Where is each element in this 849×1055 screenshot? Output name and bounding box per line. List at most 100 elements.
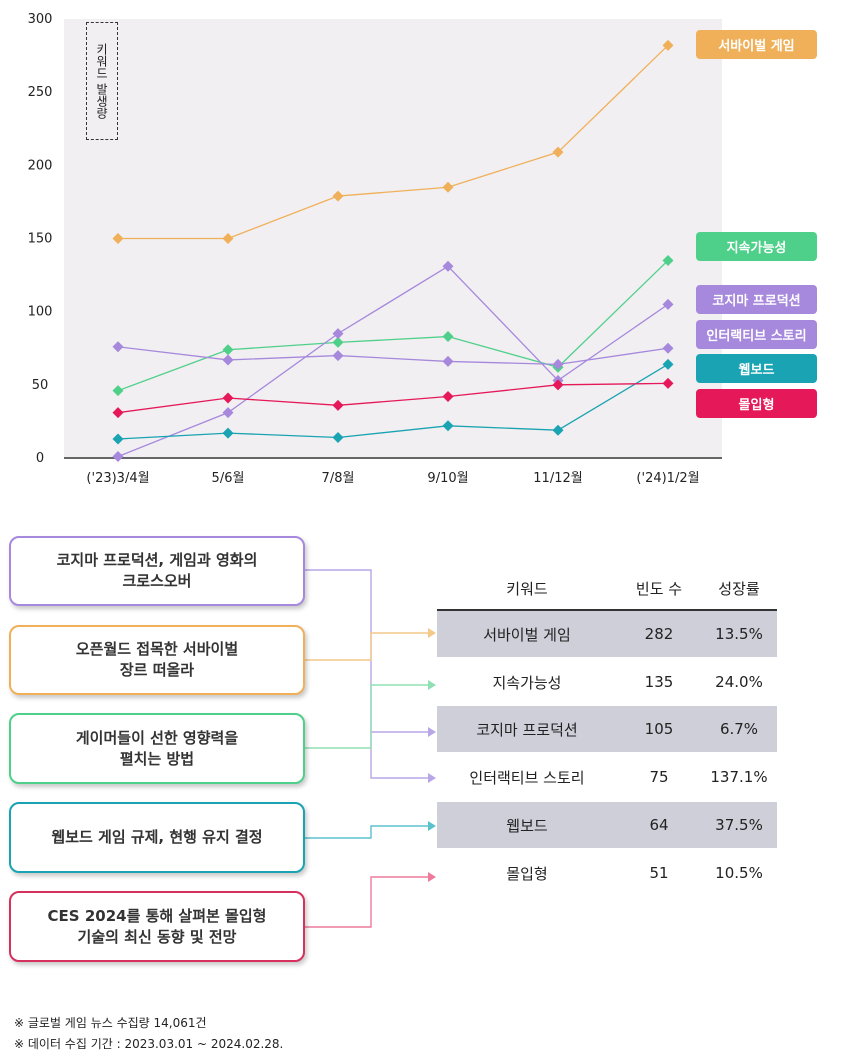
news-immersive-line-2: 기술의 최신 동향 및 전망 <box>77 927 237 946</box>
series-line <box>117 259 669 392</box>
arrowhead-immersive <box>428 872 436 882</box>
line-chart: 0 50 100 150 200 250 300 ('23)3/4월 5/6월 7/8월 9/10… <box>28 12 722 486</box>
table-cell-keyword: 웹보드 <box>506 816 548 835</box>
y-tick-label: 0 <box>36 451 44 466</box>
data-point <box>442 355 454 367</box>
arrowhead-interactive <box>428 773 436 783</box>
data-point <box>112 385 124 397</box>
footnote-collection-period: ※ 데이터 수집 기간 : 2023.03.01 ~ 2024.02.28. <box>14 1037 284 1051</box>
data-point <box>332 328 344 340</box>
x-tick-label: 11/12월 <box>533 471 582 486</box>
news-kojima-line-1: 코지마 프로덕션, 게임과 영화의 <box>56 551 258 569</box>
series-1 <box>112 254 674 397</box>
data-point <box>662 298 674 310</box>
table-cell-growth: 137.1% <box>710 768 768 786</box>
x-tick-label: 9/10월 <box>427 471 468 486</box>
news-kojima-line-2: 크로스오버 <box>122 572 192 590</box>
data-point <box>552 424 564 436</box>
y-tick-label: 300 <box>28 12 53 27</box>
legend-tag-kojima: 코지마 프로덕션 <box>696 285 817 314</box>
table-cell-keyword: 몰입형 <box>506 864 548 883</box>
arrowhead-survival <box>428 628 436 638</box>
data-point <box>222 233 234 244</box>
data-point <box>112 407 124 419</box>
arrowhead-kojima <box>428 727 436 737</box>
table-cell-growth: 37.5% <box>715 816 763 834</box>
table-header-growth: 성장률 <box>718 580 760 598</box>
legend-tag-webboard: 웹보드 <box>696 354 817 383</box>
legend-tag-sustainability: 지속가능성 <box>696 232 817 261</box>
y-tick-label: 50 <box>32 378 49 393</box>
data-point <box>552 379 564 391</box>
table-cell-growth: 24.0% <box>715 673 763 691</box>
table-cell-growth: 13.5% <box>715 625 763 643</box>
data-point <box>442 391 454 403</box>
table-row: 지속가능성 135 24.0% <box>437 659 777 705</box>
legend-tag-survival: 서바이벌 게임 <box>696 30 817 59</box>
data-point <box>662 254 674 266</box>
news-sustainability-line-2: 펼치는 방법 <box>119 749 195 768</box>
connector-kojima <box>305 569 428 733</box>
table-row: 몰입형 51 10.5% <box>437 850 777 896</box>
table-cell-freq: 282 <box>644 625 674 643</box>
data-point <box>662 39 674 51</box>
data-point <box>332 190 344 202</box>
table-header-freq: 빈도 수 <box>635 580 683 598</box>
data-point <box>332 432 344 444</box>
data-point <box>442 260 454 272</box>
legend-tag-immersive: 몰입형 <box>696 389 817 418</box>
data-point <box>552 146 564 158</box>
series-3 <box>112 341 674 370</box>
x-axis-ticks: ('23)3/4월 5/6월 7/8월 9/10월 11/12월 ('24)1/2월 <box>86 471 699 486</box>
y-tick-label: 150 <box>28 232 53 247</box>
legend-tag-interactive: 인터랙티브 스토리 <box>696 320 817 349</box>
table-cell-freq: 51 <box>649 864 669 882</box>
table-cell-keyword: 서바이벌 게임 <box>483 625 571 644</box>
news-immersive-line-1: CES 2024를 통해 살펴본 몰입형 <box>47 906 267 925</box>
arrowhead-webboard <box>428 821 436 831</box>
table-row: 웹보드 64 37.5% <box>437 802 777 848</box>
y-tick-label: 250 <box>28 85 53 100</box>
table-cell-freq: 75 <box>649 768 669 786</box>
data-point <box>662 377 674 389</box>
table-cell-keyword: 인터랙티브 스토리 <box>469 768 585 787</box>
series-5 <box>112 377 674 419</box>
data-point <box>222 407 234 419</box>
table-header-keyword: 키워드 <box>506 580 548 598</box>
table-cell-growth: 10.5% <box>715 864 763 882</box>
table-cell-freq: 135 <box>644 673 674 691</box>
data-point <box>442 331 454 343</box>
connector-webboard <box>305 825 428 839</box>
data-point <box>442 181 454 193</box>
series-group <box>112 39 674 463</box>
data-point <box>662 342 674 354</box>
arrowhead-sustainability <box>428 680 436 690</box>
news-webboard-line-1: 웹보드 게임 규제, 현행 유지 결정 <box>51 828 263 846</box>
data-point <box>112 233 124 244</box>
data-point <box>112 341 124 353</box>
table-row: 인터랙티브 스토리 75 137.1% <box>437 754 777 800</box>
y-axis-ticks: 0 50 100 150 200 250 300 <box>28 12 53 466</box>
y-axis-label: 키워드 발생량 <box>94 43 109 119</box>
data-point <box>222 427 234 439</box>
news-sustainability-line-1: 게이머들이 선한 영향력을 <box>75 728 239 747</box>
connector-sustainability <box>305 684 428 749</box>
series-0 <box>112 39 674 244</box>
data-point <box>222 392 234 404</box>
news-survival-line-1: 오픈월드 접목한 서바이벌 <box>75 640 239 658</box>
news-box-webboard: 웹보드 게임 규제, 현행 유지 결정 <box>9 802 305 873</box>
data-point <box>442 420 454 432</box>
table-header-rule <box>437 609 777 611</box>
data-point <box>332 399 344 411</box>
y-tick-label: 200 <box>28 158 53 173</box>
news-box-survival: 오픈월드 접목한 서바이벌 장르 떠올라 <box>9 625 305 695</box>
table-cell-freq: 64 <box>649 816 669 834</box>
series-line <box>117 265 669 458</box>
x-tick-label: ('23)3/4월 <box>86 471 149 486</box>
table-cell-freq: 105 <box>644 720 674 738</box>
x-tick-label: ('24)1/2월 <box>636 471 699 486</box>
connector-immersive <box>305 876 428 928</box>
series-line <box>117 363 669 440</box>
